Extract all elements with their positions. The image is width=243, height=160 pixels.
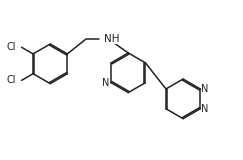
Text: Cl: Cl [7,42,16,52]
Text: N: N [102,78,109,88]
Text: NH: NH [104,34,119,44]
Text: N: N [201,104,209,114]
Text: Cl: Cl [7,75,16,85]
Text: N: N [201,84,209,94]
